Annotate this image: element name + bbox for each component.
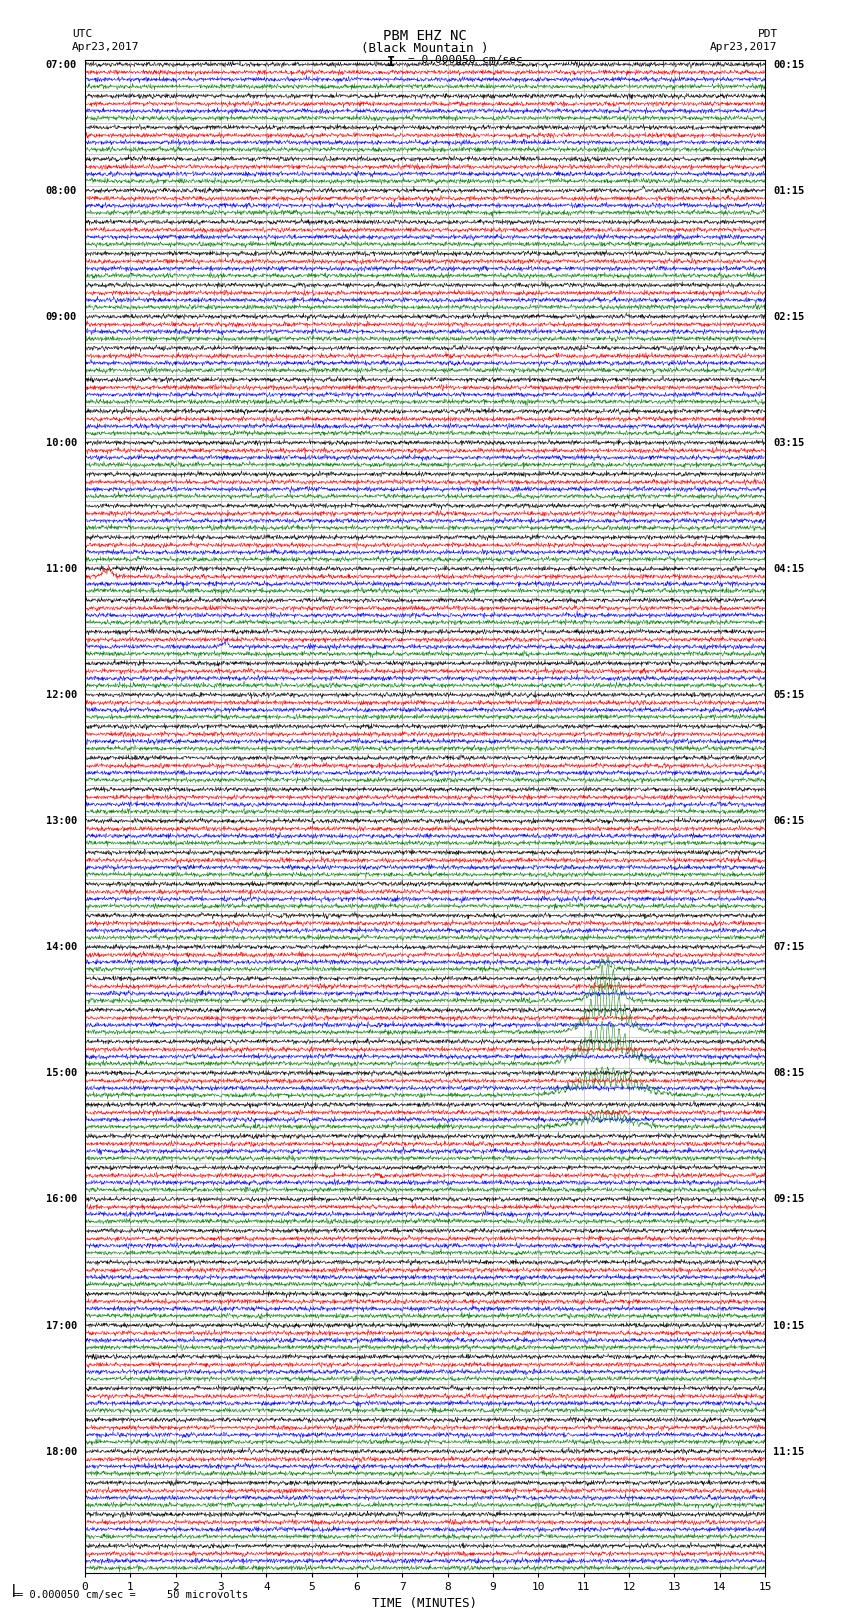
Text: 00:15: 00:15 (774, 60, 804, 69)
Text: 11:15: 11:15 (774, 1447, 804, 1457)
Text: I: I (387, 55, 395, 69)
Text: 13:00: 13:00 (46, 816, 76, 826)
Text: 09:00: 09:00 (46, 311, 76, 323)
Text: 08:15: 08:15 (774, 1068, 804, 1079)
Text: =: = (13, 1590, 19, 1600)
Text: PDT: PDT (757, 29, 778, 39)
Text: 04:15: 04:15 (774, 565, 804, 574)
Text: 08:00: 08:00 (46, 185, 76, 195)
Text: 03:15: 03:15 (774, 437, 804, 448)
Text: 05:15: 05:15 (774, 690, 804, 700)
Text: PBM EHZ NC: PBM EHZ NC (383, 29, 467, 44)
Text: 16:00: 16:00 (46, 1194, 76, 1205)
Text: 01:15: 01:15 (774, 185, 804, 195)
Text: 11:00: 11:00 (46, 565, 76, 574)
Text: Apr23,2017: Apr23,2017 (711, 42, 778, 52)
Text: 15:00: 15:00 (46, 1068, 76, 1079)
Text: 10:15: 10:15 (774, 1321, 804, 1331)
Text: 07:00: 07:00 (46, 60, 76, 69)
Text: 18:00: 18:00 (46, 1447, 76, 1457)
X-axis label: TIME (MINUTES): TIME (MINUTES) (372, 1597, 478, 1610)
Text: |: | (10, 1584, 18, 1597)
Text: 06:15: 06:15 (774, 816, 804, 826)
Text: 12:00: 12:00 (46, 690, 76, 700)
Text: 14:00: 14:00 (46, 942, 76, 952)
Text: = 0.000050 cm/sec =     50 microvolts: = 0.000050 cm/sec = 50 microvolts (17, 1590, 248, 1600)
Text: 17:00: 17:00 (46, 1321, 76, 1331)
Text: 07:15: 07:15 (774, 942, 804, 952)
Text: = 0.000050 cm/sec: = 0.000050 cm/sec (408, 55, 523, 65)
Text: UTC: UTC (72, 29, 93, 39)
Text: 10:00: 10:00 (46, 437, 76, 448)
Text: Apr23,2017: Apr23,2017 (72, 42, 139, 52)
Text: 09:15: 09:15 (774, 1194, 804, 1205)
Text: (Black Mountain ): (Black Mountain ) (361, 42, 489, 55)
Text: 02:15: 02:15 (774, 311, 804, 323)
